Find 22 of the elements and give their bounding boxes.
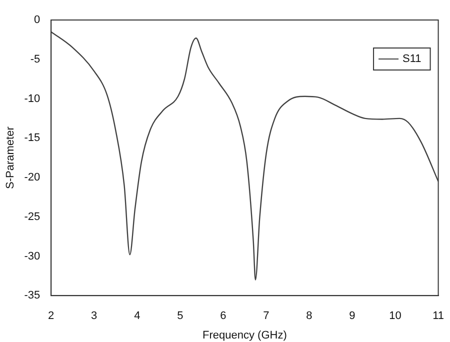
y-tick-label: -20 — [24, 172, 40, 184]
y-axis-title: S-Parameter — [4, 126, 17, 189]
line-series — [51, 31, 438, 280]
y-tick-label: -30 — [24, 250, 40, 262]
x-tick-label: 8 — [306, 310, 312, 322]
legend-label: S11 — [402, 53, 422, 66]
y-tick-label: -35 — [24, 290, 40, 302]
x-tick-label: 4 — [134, 310, 140, 322]
x-tick-label: 3 — [91, 310, 98, 322]
x-tick-label: 10 — [389, 310, 402, 322]
x-tick-label: 11 — [432, 310, 444, 322]
x-tick-label: 6 — [220, 310, 226, 322]
y-tick-label: 0 — [34, 14, 40, 26]
y-tick-label: -25 — [24, 210, 40, 223]
x-tick-label: 9 — [349, 310, 356, 322]
y-tick-label: -15 — [24, 132, 40, 144]
y-tick-label: -5 — [30, 53, 40, 66]
x-tick-label: 7 — [263, 310, 270, 322]
x-tick-label: 5 — [177, 310, 184, 322]
x-axis-title: Frequency (GHz) — [202, 329, 287, 342]
y-tick-label: -10 — [24, 92, 40, 105]
x-tick-label: 2 — [48, 310, 54, 322]
